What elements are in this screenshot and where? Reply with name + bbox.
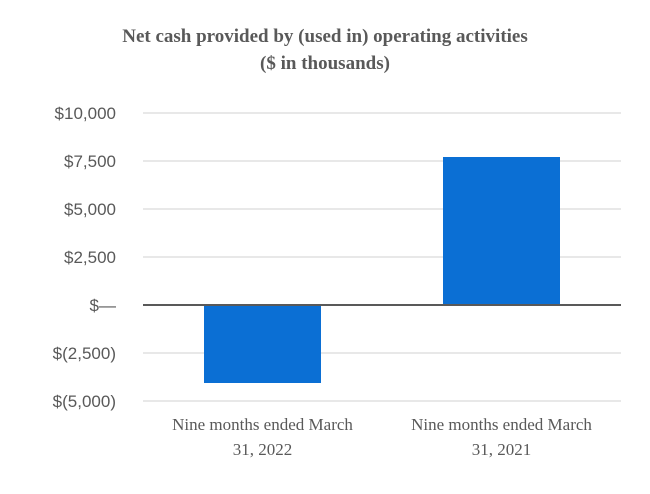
y-axis-tick-label: $2,500 (64, 248, 116, 267)
x-axis-category-label: Nine months ended March 31, 2022 (143, 412, 382, 462)
x-axis-category-label-line: Nine months ended March (411, 415, 592, 434)
bar-nine-months-2022 (204, 306, 321, 383)
gridline--2500 (143, 352, 621, 354)
y-axis-tick-label: $(2,500) (52, 344, 116, 363)
gridline-5000 (143, 208, 621, 210)
y-axis-tick-label: $(5,000) (52, 392, 116, 411)
x-axis-category-label-line: Nine months ended March (172, 415, 353, 434)
gridline--5000 (143, 400, 621, 402)
x-axis-category-label-line: 31, 2021 (471, 440, 532, 459)
x-axis-category-label: Nine months ended March 31, 2021 (382, 412, 621, 462)
chart-title-line1: Net cash provided by (used in) operating… (122, 26, 528, 47)
y-axis-tick-label: $5,000 (64, 200, 116, 219)
y-axis-tick-label: $10,000 (54, 104, 116, 123)
gridline-7500 (143, 160, 621, 162)
bar-nine-months-2021 (443, 157, 560, 305)
gridline-2500 (143, 256, 621, 258)
x-axis-category-label-line: 31, 2022 (232, 440, 293, 459)
zero-axis-line (143, 304, 621, 306)
gridline-10000 (143, 112, 621, 114)
y-axis-tick-label: $— (89, 296, 116, 315)
y-axis-tick-label: $7,500 (64, 152, 116, 171)
chart-title: Net cash provided by (used in) operating… (0, 23, 650, 77)
chart-title-line2: ($ in thousands) (260, 53, 390, 74)
